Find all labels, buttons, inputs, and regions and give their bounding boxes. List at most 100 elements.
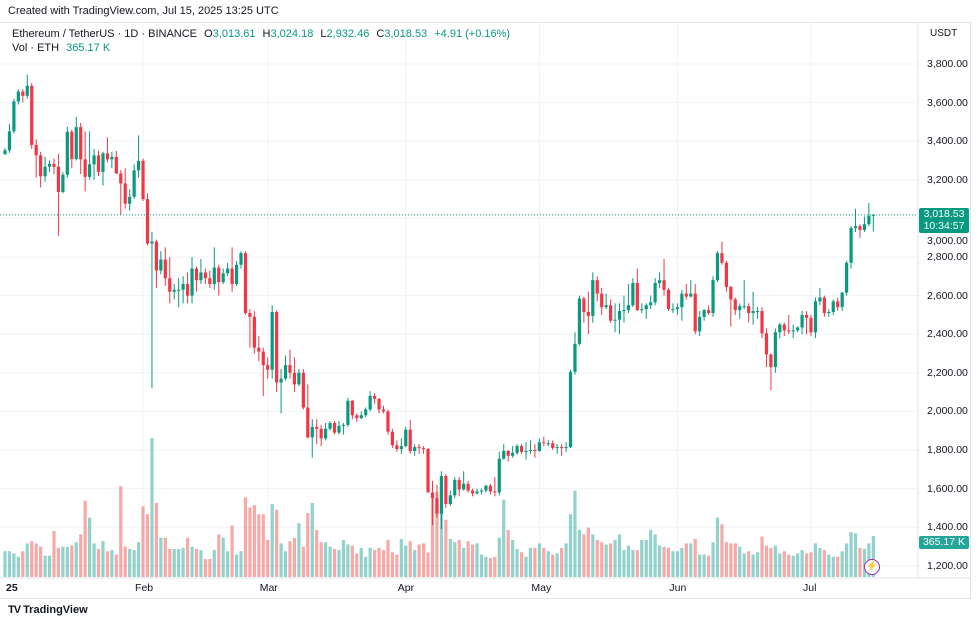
candle-body — [706, 310, 711, 313]
volume-bar — [105, 551, 110, 577]
candle-body — [747, 306, 751, 313]
time-tick-label: Apr — [397, 582, 415, 594]
candle-body — [560, 447, 564, 449]
candle-body — [154, 241, 159, 271]
time-tick-label: 25 — [6, 582, 18, 594]
candle-body — [168, 278, 172, 292]
volume-bar — [221, 537, 225, 577]
candle-body — [528, 450, 533, 451]
candle-body — [266, 365, 270, 370]
candle-body — [381, 409, 386, 412]
volume-bar — [729, 543, 733, 577]
chart-legend: Ethereum / TetherUS · 1D · BINANCE O3,01… — [12, 27, 510, 55]
volume-bar — [564, 543, 568, 577]
volume-bar — [488, 557, 492, 577]
close-label: C — [376, 28, 385, 40]
candle-body — [172, 289, 176, 292]
volume-bar — [617, 534, 622, 577]
tradingview-logo[interactable]: TV TradingView — [8, 604, 88, 616]
volume-bar — [61, 546, 65, 577]
candle-body — [430, 492, 435, 499]
currency-label[interactable]: USDT — [930, 28, 958, 39]
candle-body — [226, 268, 230, 274]
price-tick-label: 3,000.00 — [927, 235, 968, 247]
candles — [3, 74, 875, 530]
volume-bar — [159, 537, 163, 577]
volume-bar — [413, 550, 417, 577]
candle-body — [858, 226, 862, 230]
candle-body — [208, 278, 212, 285]
volume-bar — [827, 554, 831, 577]
tradingview-logo-icon: TV — [8, 604, 21, 616]
price-tick-label: 3,200.00 — [927, 173, 968, 186]
volume-bar — [306, 513, 310, 577]
volume-bar — [551, 554, 555, 577]
candle-body — [61, 174, 65, 192]
volume-bar — [782, 551, 786, 577]
candle-body — [395, 445, 399, 450]
volume-bar — [332, 548, 337, 577]
volume-bar — [470, 544, 475, 577]
volume-bar — [836, 556, 840, 577]
candle-body — [145, 199, 150, 244]
candle-body — [493, 491, 497, 493]
candle-body — [163, 259, 167, 279]
candle-body — [778, 324, 782, 333]
volume-bar — [310, 503, 314, 577]
candle-body — [738, 306, 742, 311]
candle-body — [609, 305, 613, 321]
candle-body — [12, 101, 16, 132]
candle-body — [315, 426, 319, 429]
candle-body — [248, 312, 252, 317]
volume-bar — [230, 525, 234, 577]
volume-bar — [141, 506, 145, 577]
candle-body — [831, 301, 835, 313]
price-tick-label: 2,200.00 — [927, 366, 968, 379]
candle-body — [457, 479, 461, 490]
volume-bar — [635, 550, 639, 577]
volume-bar — [368, 547, 372, 577]
candle-body — [234, 264, 239, 285]
candle-body — [657, 280, 662, 284]
candle-body — [65, 131, 69, 175]
volume-bar — [408, 541, 412, 577]
volume-bar — [337, 550, 341, 577]
candle-body — [150, 241, 154, 244]
candle-body — [595, 280, 599, 294]
candle-body — [243, 253, 248, 313]
candle-body — [845, 262, 849, 293]
candle-body — [297, 372, 301, 385]
candle-body — [270, 312, 274, 370]
volume-bar — [386, 540, 390, 577]
candle-body — [506, 450, 510, 456]
candle-body — [849, 228, 853, 263]
time-tick-label: May — [531, 582, 552, 594]
candle-body — [484, 485, 488, 491]
candle-body — [733, 299, 737, 311]
candle-body — [804, 314, 809, 318]
candle-body — [591, 280, 595, 316]
candle-body — [221, 273, 225, 283]
candle-body — [453, 479, 457, 496]
candle-body — [364, 409, 368, 416]
candle-body — [564, 447, 568, 449]
lightning-bolt-icon[interactable]: ⚡ — [864, 559, 880, 575]
volume-bar — [649, 529, 653, 577]
volume-label: Vol · ETH — [12, 42, 60, 54]
time-tick-label: Jun — [669, 582, 687, 594]
candle-body — [822, 297, 826, 313]
last-price-badge: 3,018.53 10:34:57 — [919, 208, 969, 233]
candle-body — [350, 400, 354, 416]
volume-bar — [399, 538, 403, 577]
volume-bar — [537, 543, 541, 577]
volume-bar — [845, 543, 849, 577]
chart-frame — [0, 22, 971, 599]
candle-body — [729, 286, 733, 300]
volume-bar — [791, 555, 795, 577]
volume-bar — [21, 551, 25, 577]
candle-body — [435, 498, 439, 514]
volume-bar — [818, 547, 822, 577]
volume-bar — [3, 551, 7, 577]
volume-bar — [132, 550, 136, 577]
